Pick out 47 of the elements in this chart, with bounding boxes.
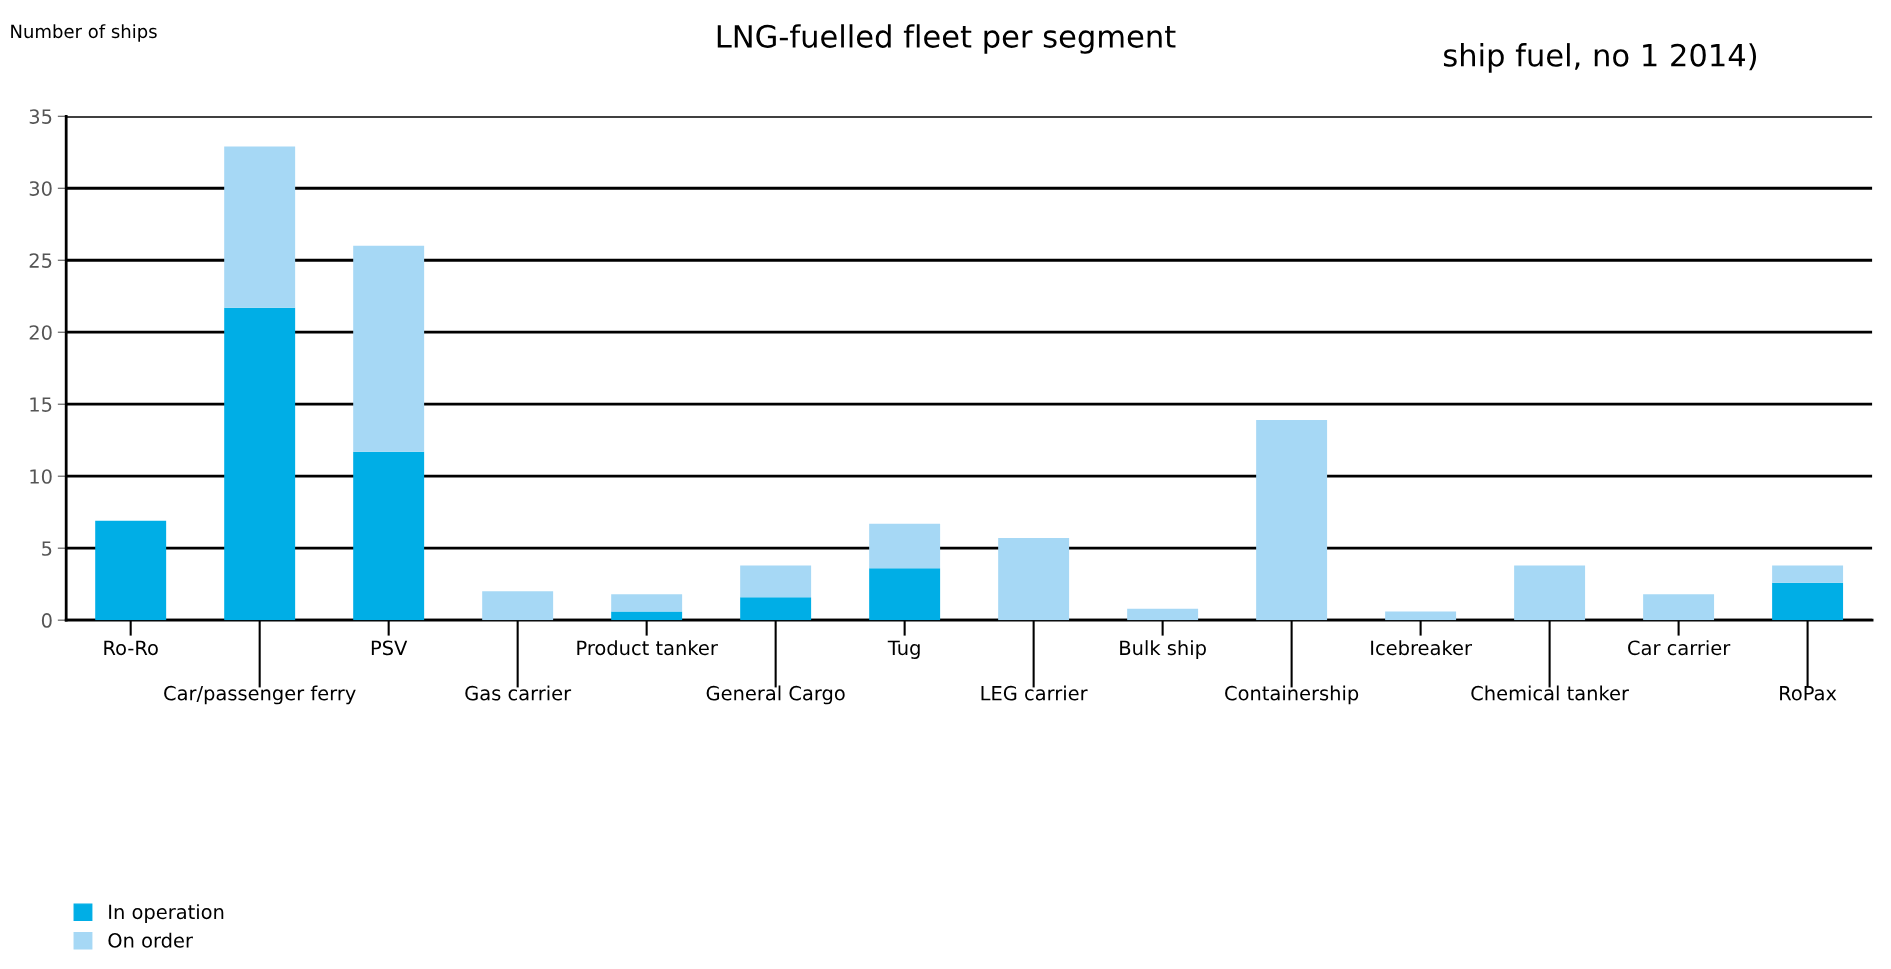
x-tick-label: Car carrier	[1628, 640, 1731, 656]
x-tick-label: Containership	[1225, 685, 1359, 705]
x-tick-label: Bulk ship	[1120, 640, 1206, 659]
bar	[1385, 611, 1457, 621]
chart-title: LNG-fuelled fleet per segment	[717, 24, 1176, 54]
bar	[611, 611, 683, 621]
bar	[1256, 420, 1328, 621]
x-tick-label: Chemical tanker	[1471, 685, 1629, 701]
bar	[224, 146, 296, 308]
x-tick-label: LEG carrier	[981, 685, 1088, 701]
bar	[95, 520, 167, 621]
y-tick-label: 15	[30, 397, 52, 412]
y-tick-label: 35	[29, 109, 52, 124]
y-tick-label: 30	[29, 181, 52, 196]
y-tick-label: 0	[41, 613, 52, 628]
x-tick-label: Icebreaker	[1371, 640, 1472, 656]
y-tick-label: 25	[29, 253, 52, 268]
x-tick-label: Ro-Ro	[104, 640, 158, 656]
x-tick-label: Product tanker	[577, 640, 718, 656]
y-tick-label: 20	[29, 325, 52, 340]
bar	[740, 597, 812, 621]
bar	[1772, 582, 1844, 621]
bar	[611, 594, 683, 612]
bar	[1514, 565, 1586, 621]
bar	[224, 307, 296, 621]
text: ship fuel, no 1 2014)	[1443, 43, 1757, 73]
legend-label: On order	[108, 932, 193, 948]
legend-label: In operation	[109, 904, 224, 923]
x-tick-label: Car/passenger ferry	[164, 685, 356, 705]
x-tick-label: Tug	[887, 640, 920, 659]
bar	[353, 451, 425, 621]
bar	[740, 565, 812, 598]
x-tick-label: Gas carrier	[465, 685, 572, 701]
bar	[869, 568, 941, 621]
bar	[1643, 594, 1715, 621]
y-tick-label: 10	[30, 469, 52, 484]
bar	[482, 591, 554, 621]
bar	[1772, 565, 1844, 583]
bar	[1127, 608, 1199, 621]
y-axis-title: Number of ships	[11, 24, 157, 42]
bar	[869, 523, 941, 569]
x-tick-label: PSV	[371, 640, 408, 656]
x-tick-label: General Cargo	[706, 685, 845, 705]
bar	[353, 245, 425, 452]
bar	[998, 538, 1070, 621]
x-tick-label: RoPax	[1780, 686, 1837, 701]
y-tick-label: 5	[42, 541, 52, 556]
